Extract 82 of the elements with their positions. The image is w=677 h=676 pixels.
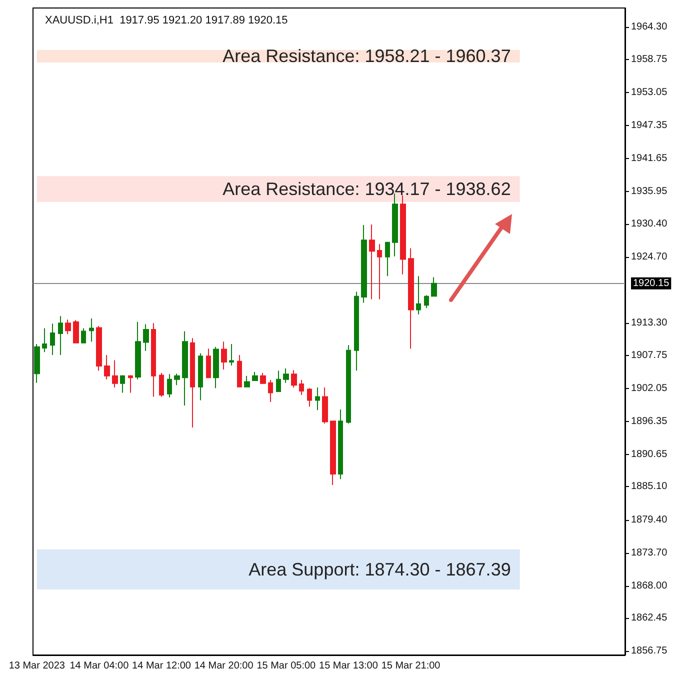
y-tick-label: 1862.45 — [631, 612, 668, 624]
y-tick-label: 1902.05 — [631, 382, 668, 394]
y-tick-label: 1924.70 — [631, 251, 668, 262]
candlestick — [361, 224, 367, 304]
y-tick-label: 1913.30 — [631, 318, 668, 329]
candlestick — [143, 324, 149, 352]
candlestick — [73, 320, 79, 344]
candlestick — [50, 323, 55, 356]
candlestick — [431, 276, 437, 297]
candlestick — [322, 386, 328, 424]
candlestick — [354, 291, 359, 372]
candlestick — [346, 344, 351, 424]
candlestick — [42, 328, 47, 353]
x-tick-label: 14 Mar 20:00 — [194, 660, 254, 672]
candlestick — [330, 420, 336, 486]
band-label: Area Support: 1874.30 - 1867.39 — [248, 559, 511, 580]
x-tick-label: 13 Mar 2023 — [8, 660, 66, 672]
candlestick — [385, 242, 390, 277]
candlestick — [244, 375, 250, 388]
ref-line-label: 1920.15 — [633, 278, 670, 289]
y-tick-label: 1941.65 — [631, 153, 668, 164]
y-tick-label: 1958.75 — [631, 54, 668, 65]
candlestick — [213, 346, 219, 389]
candlestick — [408, 248, 414, 350]
y-tick-label: 1896.35 — [631, 416, 668, 427]
candlestick — [58, 316, 63, 356]
candlestick — [276, 370, 281, 392]
y-tick-label: 1890.65 — [631, 449, 668, 460]
text: XAUUSD.i,H1 1917.95 1921.20 1917.89 1920.15 — [45, 14, 288, 26]
candlestick — [104, 354, 110, 380]
candlestick — [291, 370, 297, 388]
candlestick — [252, 371, 258, 382]
candlestick — [159, 372, 164, 398]
band-label: Area Resistance: 1958.21 - 1960.37 — [222, 46, 511, 66]
candlestick — [65, 319, 71, 335]
candlestick — [182, 330, 188, 406]
candlestick — [112, 360, 118, 388]
candlestick — [221, 341, 227, 370]
candlestick — [174, 373, 180, 386]
candlestick — [283, 368, 289, 384]
y-tick-label: 1935.95 — [631, 186, 668, 198]
x-tick-label: 14 Mar 04:00 — [70, 660, 130, 672]
band-label: Area Resistance: 1934.17 - 1938.62 — [222, 179, 511, 200]
candlestick — [400, 194, 406, 275]
candlestick — [237, 354, 242, 388]
candlestick — [377, 244, 382, 300]
candlestick — [96, 325, 102, 372]
candlestick — [416, 276, 421, 315]
candlestick — [299, 379, 304, 396]
candlestick — [128, 374, 133, 394]
y-tick-label: 1953.05 — [631, 86, 668, 98]
x-tick-label: 15 Mar 05:00 — [256, 660, 316, 672]
candlestick — [34, 343, 40, 384]
candlestick — [268, 379, 273, 403]
candlestick — [315, 386, 320, 411]
x-tick-label: 15 Mar 21:00 — [381, 660, 441, 672]
x-tick-label: 15 Mar 13:00 — [319, 660, 378, 672]
candlestick — [260, 372, 266, 385]
y-tick-label: 1930.40 — [631, 218, 668, 230]
y-tick-label: 1879.40 — [631, 514, 668, 526]
candlestick — [81, 328, 86, 344]
y-tick-label: 1907.75 — [631, 350, 668, 361]
candlestick — [229, 343, 234, 366]
y-tick-label: 1873.70 — [631, 547, 668, 558]
y-tick-label: 1947.35 — [631, 120, 668, 132]
candlestick — [369, 224, 375, 300]
candlestick — [167, 374, 172, 398]
y-tick-label: 1964.30 — [631, 22, 668, 33]
y-tick-label: 1885.10 — [631, 481, 668, 492]
candlestick — [190, 338, 195, 428]
candlestick — [198, 352, 203, 401]
candlestick — [135, 321, 141, 380]
candlestick — [338, 409, 343, 480]
candlestick — [89, 318, 94, 342]
candlestick — [424, 294, 429, 308]
y-tick-label: 1868.00 — [631, 580, 668, 592]
x-tick-label: 14 Mar 12:00 — [132, 660, 192, 672]
y-tick-label: 1856.75 — [631, 646, 668, 657]
candlestick — [206, 348, 211, 378]
candlestick — [307, 388, 312, 408]
candlestick — [151, 322, 156, 398]
candlestick — [120, 374, 125, 394]
